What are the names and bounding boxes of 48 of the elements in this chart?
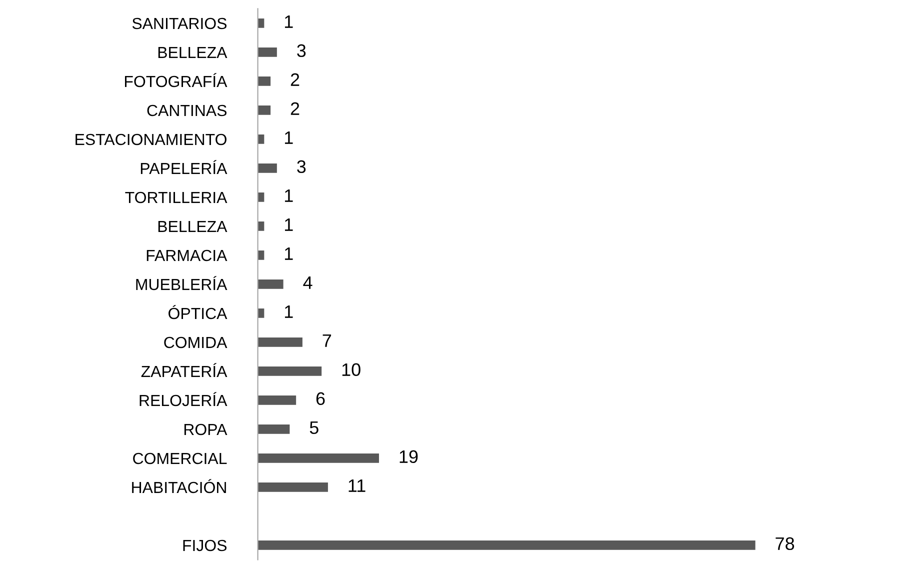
y-tick-label: HABITACIÓN [132, 479, 226, 494]
bar [258, 454, 379, 463]
data-label: 3 [297, 44, 306, 58]
y-tick-label: ROPA [184, 424, 228, 436]
y-tick-label: RELOJERÍA [140, 392, 228, 406]
data-label: 5 [310, 421, 318, 434]
y-tick-label: ZAPATERÍA [141, 363, 228, 377]
bar [258, 76, 271, 86]
data-label: 1 [284, 131, 293, 144]
bar [258, 482, 328, 492]
y-tick-label: ÓPTICA [168, 305, 228, 320]
data-label: 2 [290, 73, 300, 86]
data-label: 10 [342, 363, 360, 376]
data-label: 1 [284, 218, 293, 231]
y-tick-label: MUEBLERÍA [136, 276, 228, 290]
bar [258, 366, 322, 376]
bar [258, 338, 302, 347]
y-tick-label: BELLEZA [158, 47, 228, 58]
y-tick-label: COMIDA [164, 336, 228, 348]
y-tick-label: ESTACIONAMIENTO [76, 134, 226, 146]
bar [258, 424, 290, 434]
bar [258, 164, 277, 173]
data-label: 1 [284, 15, 293, 28]
data-label: 1 [284, 247, 293, 260]
y-tick-label: FARMACIA [146, 250, 228, 262]
data-label: 7 [322, 334, 332, 347]
y-tick-label: COMERCIAL [133, 452, 227, 464]
data-label: 1 [284, 305, 293, 318]
data-label: 3 [297, 160, 306, 174]
y-tick-label: CANTINAS [147, 104, 227, 116]
data-label: 11 [348, 479, 366, 492]
data-label: 1 [284, 189, 293, 202]
y-tick-label: FIJOS [183, 540, 227, 552]
y-tick-label: TORTILLERIA [125, 192, 228, 204]
y-tick-label: PAPELERÍA [140, 160, 228, 174]
bar [258, 48, 277, 57]
data-label: 4 [303, 276, 312, 289]
y-tick-label: FOTOGRAFÍA [125, 73, 228, 88]
data-label: 19 [400, 450, 418, 464]
data-label: 6 [316, 392, 325, 406]
data-label: 78 [776, 537, 794, 550]
bar [258, 280, 284, 289]
y-tick-label: BELLEZA [158, 221, 228, 232]
bar [258, 396, 296, 405]
data-label: 2 [290, 102, 300, 115]
bar [258, 106, 271, 115]
y-tick-label: SANITARIOS [132, 18, 227, 30]
bar [258, 540, 756, 550]
